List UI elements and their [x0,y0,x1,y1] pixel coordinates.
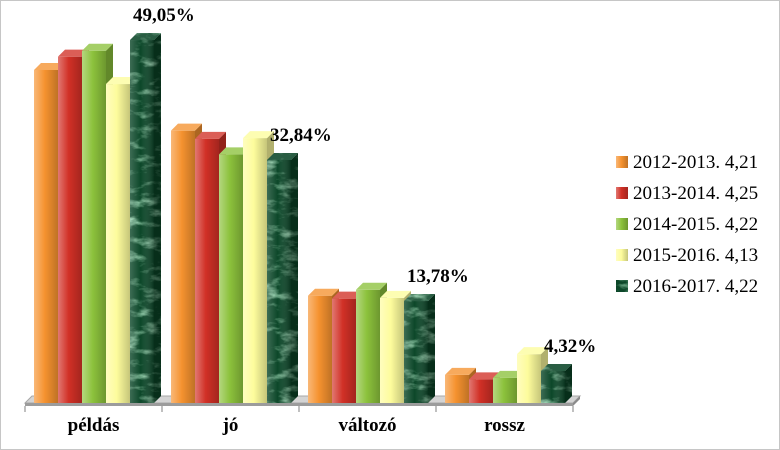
bar-top [493,370,524,378]
legend-marker [616,218,628,230]
category-label-valtozo: változó [338,415,396,436]
bar-front [58,56,82,404]
chart-bars [34,33,572,404]
bar-side-shading [565,364,572,403]
bar-front-shading [130,40,154,403]
data-labels: 49,05% 32,84% 13,78% 4,32% [133,5,596,357]
bar-front [34,70,58,403]
bar-top [82,43,113,51]
bar-top [332,291,363,299]
data-label-valtozo: 13,78% [407,266,469,287]
bar-side [428,294,435,403]
legend-item-2015-2016-4-13: 2015-2016. 4,13 [616,245,758,266]
bar-front [445,374,469,403]
legend-label: 2013-2014. 4,25 [633,183,758,204]
bar-front [219,154,243,403]
floor-front [25,403,573,406]
bar-front [517,354,541,403]
legend-marker [616,156,628,168]
bar-top [267,152,298,160]
bar-top [445,367,476,375]
bar-front [171,130,195,403]
legend-item-2014-2015-4-22: 2014-2015. 4,22 [616,214,758,235]
bar-side [565,364,572,403]
bar-valtozo-2016-2017-4-22 [404,294,435,403]
bar-top [243,131,274,139]
bar-rossz-2016-2017-4-22 [541,364,572,403]
legend: 2012-2013. 4,21 2013-2014. 4,25 2014-2015.… [616,152,758,297]
bar-top [130,33,161,41]
bar-top [469,372,500,380]
bar-front [493,377,517,403]
bar-front [82,50,106,403]
legend-item-2012-2013-4-21: 2012-2013. 4,21 [616,152,758,173]
legend-marker [616,280,628,292]
legend-item-2016-2017-4-22: 2016-2017. 4,22 [616,276,758,297]
bar-jo-2016-2017-4-22 [267,152,298,403]
bar-front [106,84,130,403]
bar-top [195,131,226,139]
category-label-peldas: példás [68,415,120,436]
bar-top-shading [541,364,572,372]
bar-front [308,295,332,403]
bar-top [34,63,65,70]
bar-top [404,294,435,302]
bar-side-shading [154,33,161,403]
bar-top-shading [267,152,298,160]
bar-front [356,289,380,403]
bar-top [380,290,411,298]
category-label-rossz: rossz [484,415,525,436]
legend-label: 2012-2013. 4,21 [633,152,758,173]
bar-side-shading [291,152,298,403]
floor-side [573,396,580,406]
bar-top-shading [130,33,161,41]
bar-top [171,123,202,131]
bar-side-shading [428,294,435,403]
bar-side [291,152,298,403]
bar-front [332,298,356,403]
bar-front-shading [267,159,291,403]
bar-front [243,138,267,403]
legend-label: 2014-2015. 4,22 [633,214,758,235]
bar-front-shading [404,301,428,403]
data-label-peldas: 49,05% [133,5,195,26]
bar-side [154,33,161,403]
legend-label: 2015-2016. 4,13 [633,245,758,266]
category-label-jo: jó [222,415,239,436]
bar-top [58,49,89,57]
bar-top [356,282,387,290]
legend-marker [616,187,628,199]
bar-top [106,77,137,85]
bar-top [219,147,250,155]
category-labels: példás jó változó rossz [68,415,526,436]
data-label-jo: 32,84% [270,125,332,146]
bar-top-shading [404,294,435,302]
bar-top [308,288,339,296]
data-label-rossz: 4,32% [544,336,596,357]
bar-top [517,347,548,355]
bar-top [541,364,572,372]
bar-front [380,297,404,403]
bar-front-shading [541,371,565,403]
bar-front [195,138,219,403]
legend-item-2013-2014-4-25: 2013-2014. 4,25 [616,183,758,204]
legend-marker [616,249,628,261]
legend-label: 2016-2017. 4,22 [633,276,758,297]
bar-peldas-2016-2017-4-22 [130,33,161,403]
bar-front [469,379,493,403]
